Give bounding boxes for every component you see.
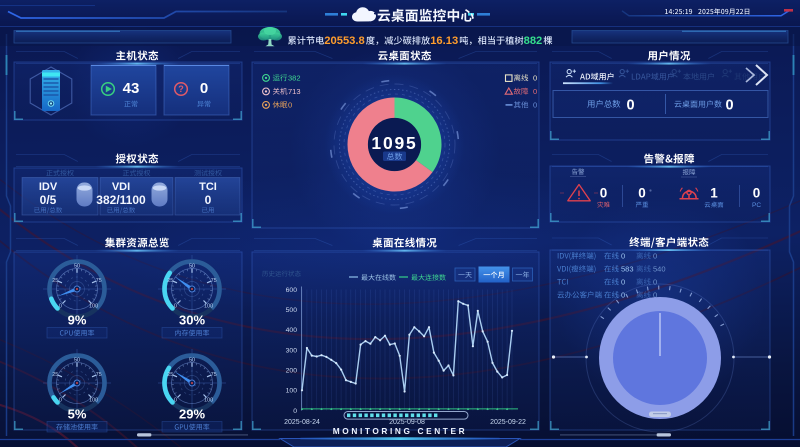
svg-text:0: 0 xyxy=(653,252,657,261)
svg-text:30%: 30% xyxy=(179,313,205,328)
svg-text:600: 600 xyxy=(286,287,298,294)
svg-text:5%: 5% xyxy=(68,407,87,422)
svg-text:382: 382 xyxy=(288,74,301,83)
svg-text:43: 43 xyxy=(123,80,140,97)
svg-text:VDI: VDI xyxy=(112,181,130,193)
svg-text:0: 0 xyxy=(753,186,761,201)
svg-text:200: 200 xyxy=(286,368,298,375)
svg-text:75: 75 xyxy=(211,278,217,284)
svg-text:?: ? xyxy=(178,84,184,94)
svg-text:PC: PC xyxy=(752,202,761,209)
svg-text:50: 50 xyxy=(74,264,80,270)
svg-text:0: 0 xyxy=(638,186,646,201)
svg-text:1095: 1095 xyxy=(371,133,417,153)
svg-text:0: 0 xyxy=(59,398,62,404)
svg-text:100: 100 xyxy=(89,304,98,310)
svg-text:0: 0 xyxy=(174,304,177,310)
svg-text:75: 75 xyxy=(96,372,102,378)
svg-text:0: 0 xyxy=(621,252,625,261)
svg-text:0: 0 xyxy=(200,80,208,97)
svg-text:0: 0 xyxy=(726,98,734,114)
svg-text:50: 50 xyxy=(74,358,80,364)
svg-text:0: 0 xyxy=(627,98,635,114)
svg-text:0: 0 xyxy=(293,408,297,415)
svg-text:0: 0 xyxy=(533,74,537,83)
svg-text:25: 25 xyxy=(52,372,58,378)
svg-text:29%: 29% xyxy=(179,407,205,422)
svg-text:713: 713 xyxy=(288,87,301,96)
svg-text:100: 100 xyxy=(204,304,213,310)
svg-text:882: 882 xyxy=(524,35,543,47)
svg-text:25: 25 xyxy=(167,278,173,284)
svg-text:75: 75 xyxy=(211,372,217,378)
svg-text:0: 0 xyxy=(205,193,212,207)
svg-text:50: 50 xyxy=(189,358,195,364)
svg-text:583: 583 xyxy=(621,265,634,274)
svg-text:25: 25 xyxy=(52,278,58,284)
svg-text:1: 1 xyxy=(710,186,718,201)
svg-text:0: 0 xyxy=(621,291,625,300)
svg-text:2025-09-08: 2025-09-08 xyxy=(389,419,425,426)
svg-text:0: 0 xyxy=(288,101,292,110)
svg-text:382/1100: 382/1100 xyxy=(96,193,146,207)
svg-text:500: 500 xyxy=(286,307,298,314)
svg-text:IDV: IDV xyxy=(39,181,58,193)
svg-text:0: 0 xyxy=(533,87,537,96)
svg-text:300: 300 xyxy=(286,347,298,354)
svg-text:0: 0 xyxy=(621,278,625,287)
svg-text:100: 100 xyxy=(286,388,298,395)
svg-text:0: 0 xyxy=(533,101,537,110)
svg-text:MONITORING CENTER: MONITORING CENTER xyxy=(333,426,467,436)
svg-text:9%: 9% xyxy=(68,313,87,328)
svg-text:0: 0 xyxy=(174,398,177,404)
svg-text:2025-09-22: 2025-09-22 xyxy=(490,419,526,426)
svg-text:2025-08-24: 2025-08-24 xyxy=(284,419,320,426)
svg-text:100: 100 xyxy=(204,398,213,404)
svg-text:0: 0 xyxy=(59,304,62,310)
svg-text:75: 75 xyxy=(96,278,102,284)
svg-text:100: 100 xyxy=(89,398,98,404)
svg-text:0: 0 xyxy=(600,186,608,201)
svg-text:50: 50 xyxy=(189,264,195,270)
svg-text:0: 0 xyxy=(653,278,657,287)
svg-text:16.13: 16.13 xyxy=(430,35,458,47)
svg-text:25: 25 xyxy=(167,372,173,378)
svg-text:540: 540 xyxy=(653,265,666,274)
svg-text:0: 0 xyxy=(653,291,657,300)
svg-text:TCI: TCI xyxy=(199,181,217,193)
svg-text:20553.8: 20553.8 xyxy=(324,35,364,47)
svg-text:400: 400 xyxy=(286,327,298,334)
svg-text:0/5: 0/5 xyxy=(40,193,57,207)
